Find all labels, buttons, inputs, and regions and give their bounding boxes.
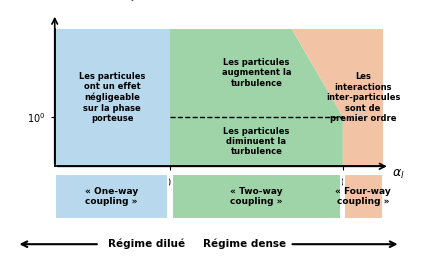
FancyBboxPatch shape: [172, 174, 341, 219]
Text: « Two-way
coupling »: « Two-way coupling »: [230, 187, 283, 206]
Text: Les particules
diminuent la
turbulence: Les particules diminuent la turbulence: [223, 127, 290, 157]
Text: « One-way
coupling »: « One-way coupling »: [85, 187, 138, 206]
FancyBboxPatch shape: [55, 174, 168, 219]
Polygon shape: [292, 29, 383, 166]
Text: $\alpha_l$: $\alpha_l$: [392, 168, 405, 181]
Text: Les particules
ont un effet
négligeable
sur la phase
porteuse: Les particules ont un effet négligeable …: [79, 72, 146, 123]
Text: Régime dilué: Régime dilué: [108, 239, 185, 249]
Text: Nombre de Stokes S$_t$: Nombre de Stokes S$_t$: [12, 0, 136, 4]
Text: Les
interactions
inter-particules
sont de
premier ordre: Les interactions inter-particules sont d…: [326, 72, 400, 123]
FancyBboxPatch shape: [344, 174, 383, 219]
Polygon shape: [55, 29, 170, 166]
Polygon shape: [170, 29, 343, 166]
Text: Régime dense: Régime dense: [203, 239, 286, 249]
Text: « Four-way
coupling »: « Four-way coupling »: [335, 187, 391, 206]
Text: Les particules
augmentent la
turbulence: Les particules augmentent la turbulence: [221, 58, 291, 88]
